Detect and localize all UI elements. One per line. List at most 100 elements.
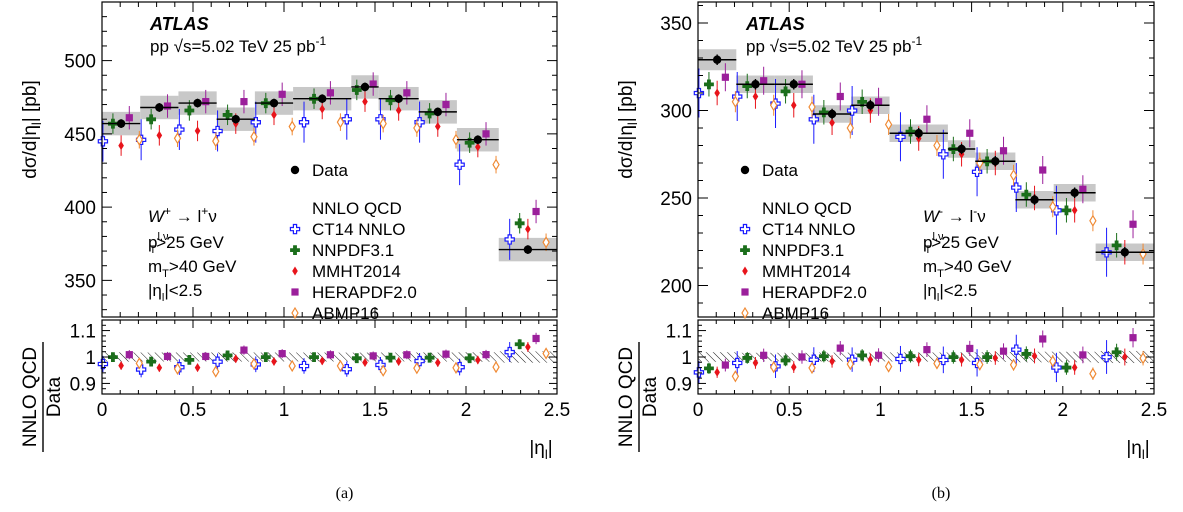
ct14-point [504, 234, 515, 245]
mmht-ratio-point [156, 363, 163, 373]
data-point [193, 98, 202, 108]
x-axis-title: |ηl| [529, 438, 552, 462]
ct14-point [1011, 182, 1022, 193]
nnpdf-ratio-point [982, 352, 993, 362]
ct14-point [212, 125, 223, 137]
abmp-ratio-point [173, 362, 182, 376]
nnpdf-ratio-point [1111, 347, 1122, 358]
hera-ratio-point [125, 351, 133, 359]
mmht-ratio-point [958, 355, 965, 365]
ct14-ratio-point [1101, 351, 1112, 363]
hera-point [369, 80, 377, 88]
hera-ratio-point [163, 352, 172, 361]
x-tick-label: 2 [461, 400, 472, 421]
x-tick-label: 0 [97, 400, 108, 421]
legend-abmp-label: ABMP16 [312, 304, 379, 323]
nnpdf-point [704, 79, 714, 90]
nnpdf-ratio-point [184, 355, 195, 365]
data-point [433, 107, 442, 117]
mmht-point [752, 92, 759, 101]
legend-abmp-label: ABMP16 [762, 304, 829, 323]
hera-ratio-point [836, 344, 844, 352]
nnpdf-ratio-point [385, 352, 396, 363]
mmht-point [829, 118, 835, 128]
data-point [712, 55, 722, 64]
x-tick-label: 0.5 [180, 400, 206, 421]
data-point [751, 80, 760, 89]
abmp-ratio-point [452, 361, 460, 374]
hera-ratio-point [442, 350, 450, 358]
ratio-hatch-band [102, 352, 141, 362]
nnpdf-ratio-point [1021, 349, 1032, 359]
hera-ratio-point [1129, 334, 1137, 342]
hera-point [532, 207, 540, 216]
abmp-ratio-point [135, 357, 144, 370]
nnpdf-ratio-point [351, 353, 362, 364]
abmp-point [452, 133, 460, 146]
ct14-point [938, 149, 949, 160]
data-point [231, 115, 240, 124]
mmht-ratio-point [118, 361, 124, 371]
ratio-y-tick-label: 1 [85, 348, 96, 369]
hera-point [721, 73, 729, 81]
nnpdf-point [464, 137, 475, 148]
ct14-ratio-point [212, 356, 223, 367]
ct14-point [732, 91, 743, 102]
legend-mmht-label: MMHT2014 [762, 262, 851, 281]
y-tick-label: 200 [660, 277, 692, 298]
mmht-ratio-point [475, 355, 481, 365]
nnpdf-ratio-point [222, 350, 233, 361]
mmht-ratio-point [525, 342, 531, 352]
nnpdf-ratio-point [818, 351, 829, 362]
abmp-point [250, 130, 258, 143]
abmp-point [379, 117, 387, 130]
abmp-point [1089, 214, 1097, 227]
mmht-point [395, 105, 402, 115]
nnpdf-point [818, 107, 829, 118]
x-tick-label: 2 [1058, 400, 1069, 421]
abmp-ratio-point [250, 357, 258, 371]
legend-hera-marker [741, 288, 749, 296]
ct14-ratio-point [414, 355, 425, 367]
hera-ratio-point [482, 351, 490, 359]
abmp-point [1009, 169, 1018, 182]
ratio-y-title-numerator: NNLO QCD [20, 347, 41, 447]
ct14-ratio-point [504, 346, 515, 358]
hera-point [202, 98, 210, 106]
y-tick-label: 250 [660, 189, 692, 210]
hera-ratio-point [278, 350, 286, 358]
x-tick-label: 2.5 [1141, 400, 1167, 421]
abmp-point [731, 95, 740, 108]
nnpdf-ratio-point [704, 363, 714, 374]
subfigure-caption: (a) [336, 485, 354, 502]
hera-ratio-point [1079, 351, 1087, 359]
ratio-hatch-band [1053, 351, 1096, 363]
ratio-hatch-band [178, 352, 217, 362]
y-axis-title: dσ/d|ηl| [pb] [20, 80, 44, 178]
legend-ct14-label: CT14 NNLO [762, 220, 856, 239]
abmp-ratio-point [1049, 355, 1057, 368]
abmp-ratio-point [542, 347, 550, 360]
abmp-point [884, 118, 893, 131]
ct14-point [250, 117, 261, 128]
hera-point [482, 130, 490, 138]
nnpdf-ratio-point [742, 353, 753, 363]
data-point [914, 129, 923, 138]
legend-hera-label: HERAPDF2.0 [312, 283, 417, 302]
hera-point [966, 129, 974, 137]
abmp-point [135, 133, 144, 146]
legend-nnpdf-label: NNPDF3.1 [762, 241, 844, 260]
hera-ratio-point [923, 346, 931, 354]
legend-ct14-marker [289, 223, 301, 235]
hera-point [403, 89, 411, 97]
legend-data-marker [290, 165, 300, 175]
hera-point [1129, 220, 1137, 228]
hera-point [278, 90, 286, 98]
abmp-point [846, 121, 855, 135]
nnpdf-point [1061, 205, 1072, 216]
abmp-point [212, 135, 220, 148]
experiment-label: ATLAS [149, 14, 209, 34]
x-tick-label: 1 [279, 400, 290, 421]
ct14-ratio-point [732, 357, 743, 369]
